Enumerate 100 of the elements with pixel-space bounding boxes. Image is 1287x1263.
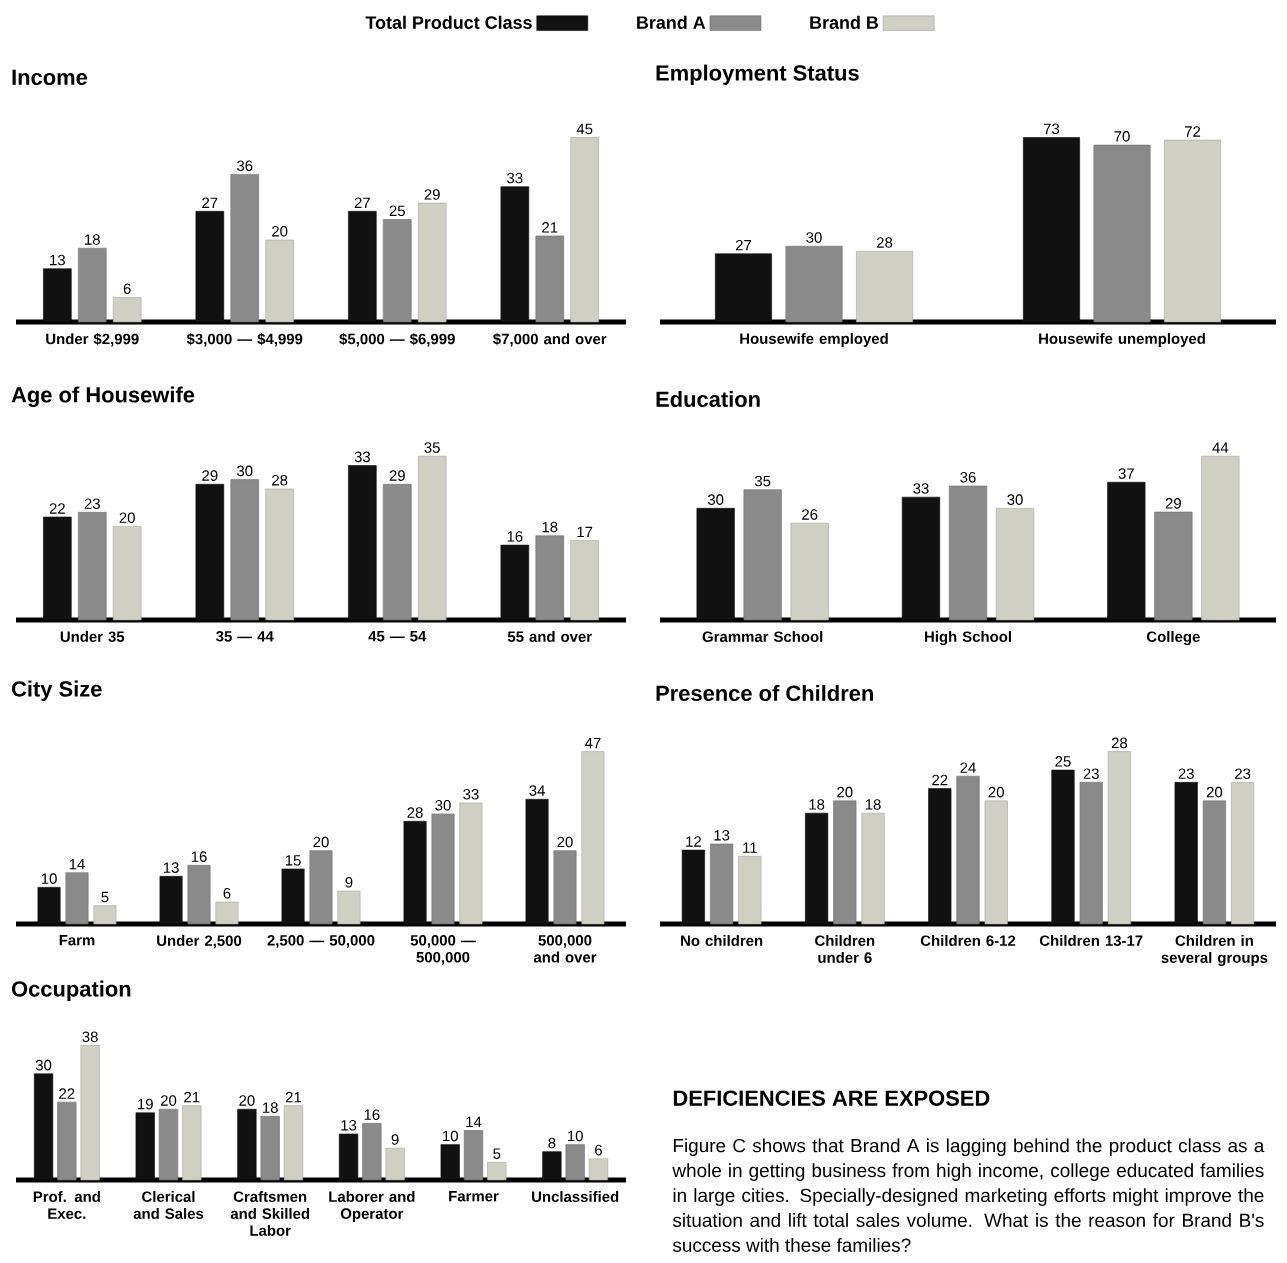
bar (570, 137, 599, 323)
bar (710, 843, 734, 925)
data-label: 36 (960, 472, 976, 483)
data-label: 12 (686, 836, 701, 847)
x-tick-label: $5,000 — $6,999 (339, 333, 455, 347)
data-label: 27 (354, 197, 370, 208)
x-tick-label: Housewife unemployed (1039, 333, 1205, 347)
bar (182, 1105, 202, 1181)
data-label: 29 (202, 470, 218, 481)
data-label: 29 (424, 189, 440, 200)
data-label: 21 (285, 1091, 302, 1103)
bar (487, 1162, 507, 1181)
bar (1093, 144, 1151, 323)
bar (948, 485, 988, 621)
bar (995, 508, 1035, 621)
bar (37, 887, 61, 925)
data-label: 34 (529, 785, 545, 796)
x-tick-label: 55 and over (507, 631, 592, 642)
bar (581, 751, 605, 925)
data-label: 44 (1212, 442, 1229, 453)
data-label: 10 (567, 1130, 583, 1142)
x-tick-label: 45 — 54 (368, 631, 427, 642)
bar (431, 813, 455, 925)
data-label: 47 (584, 737, 601, 749)
bar (1079, 782, 1103, 925)
bar (805, 812, 829, 925)
data-label: 35 (424, 442, 440, 453)
data-label: 25 (1055, 756, 1071, 767)
x-tick-label: 50,000 — 500,000 (410, 935, 476, 965)
x-tick-label: 2,500 — 50,000 (267, 935, 375, 948)
x-tick-label: 500,000 and over (533, 935, 597, 963)
bar (984, 800, 1008, 925)
data-label: 10 (41, 873, 57, 884)
data-label: 14 (69, 858, 85, 870)
chart-title: Occupation (11, 980, 131, 1001)
data-label: 28 (876, 237, 893, 248)
legend-label: Brand B (810, 15, 878, 29)
bar (338, 1133, 359, 1181)
bar (362, 1123, 382, 1181)
bar (281, 868, 305, 925)
bar (715, 253, 772, 323)
bar (790, 522, 829, 621)
bar (215, 901, 239, 925)
bar (158, 1108, 179, 1181)
text: DEFICIENCIES ARE EXPOSED (673, 1090, 990, 1106)
data-label: 38 (82, 1031, 98, 1043)
bar (195, 483, 225, 621)
bar (928, 788, 952, 925)
data-label: 30 (707, 494, 724, 505)
chart-title: Employment Status (656, 64, 859, 85)
bar (861, 812, 885, 925)
data-label: 16 (364, 1109, 380, 1120)
bar (348, 465, 377, 621)
bar (283, 1105, 304, 1181)
bar (570, 540, 599, 621)
data-label: 18 (262, 1102, 278, 1113)
x-tick-label: Under $2,999 (46, 333, 139, 347)
bar (337, 890, 361, 925)
bar (230, 479, 259, 621)
data-label: 18 (809, 799, 825, 810)
bar (785, 245, 843, 323)
data-label: 16 (507, 531, 523, 542)
data-label: 13 (163, 862, 179, 873)
data-label: 10 (443, 1130, 458, 1142)
data-label: 9 (391, 1134, 399, 1145)
bar (738, 855, 762, 925)
data-label: 30 (435, 799, 451, 811)
x-tick-label: Farmer (449, 1191, 499, 1202)
data-label: 5 (493, 1148, 501, 1159)
bar (43, 516, 72, 621)
bar (33, 1073, 54, 1181)
data-label: 33 (507, 172, 523, 184)
data-label: 5 (101, 891, 109, 903)
bar (535, 235, 564, 323)
x-tick-label: Prof. and Exec. (33, 1191, 100, 1219)
bar (1107, 751, 1131, 925)
data-label: 30 (1007, 494, 1023, 505)
bar (1201, 455, 1240, 621)
bar (856, 250, 914, 323)
bar (743, 489, 782, 621)
x-tick-label: Craftsmen and Skilled Labor (230, 1191, 310, 1236)
x-tick-label: Grammar School (702, 631, 823, 643)
bar (78, 247, 107, 323)
bar (159, 876, 183, 925)
data-label: 6 (595, 1144, 602, 1156)
bar (112, 526, 142, 621)
data-label: 20 (119, 512, 135, 524)
bar (78, 512, 107, 621)
data-label: 20 (272, 226, 288, 237)
data-label: 19 (138, 1098, 153, 1110)
data-label: 6 (123, 283, 131, 295)
bar (195, 211, 225, 323)
data-label: 15 (285, 855, 301, 866)
bar (265, 239, 294, 323)
x-tick-label: College (1146, 631, 1200, 646)
bar (833, 800, 857, 925)
bar (417, 202, 447, 323)
bar (696, 508, 735, 621)
data-label: 37 (1118, 468, 1134, 479)
data-label: 18 (865, 799, 881, 810)
